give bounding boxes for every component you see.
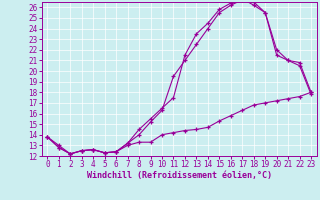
X-axis label: Windchill (Refroidissement éolien,°C): Windchill (Refroidissement éolien,°C) <box>87 171 272 180</box>
